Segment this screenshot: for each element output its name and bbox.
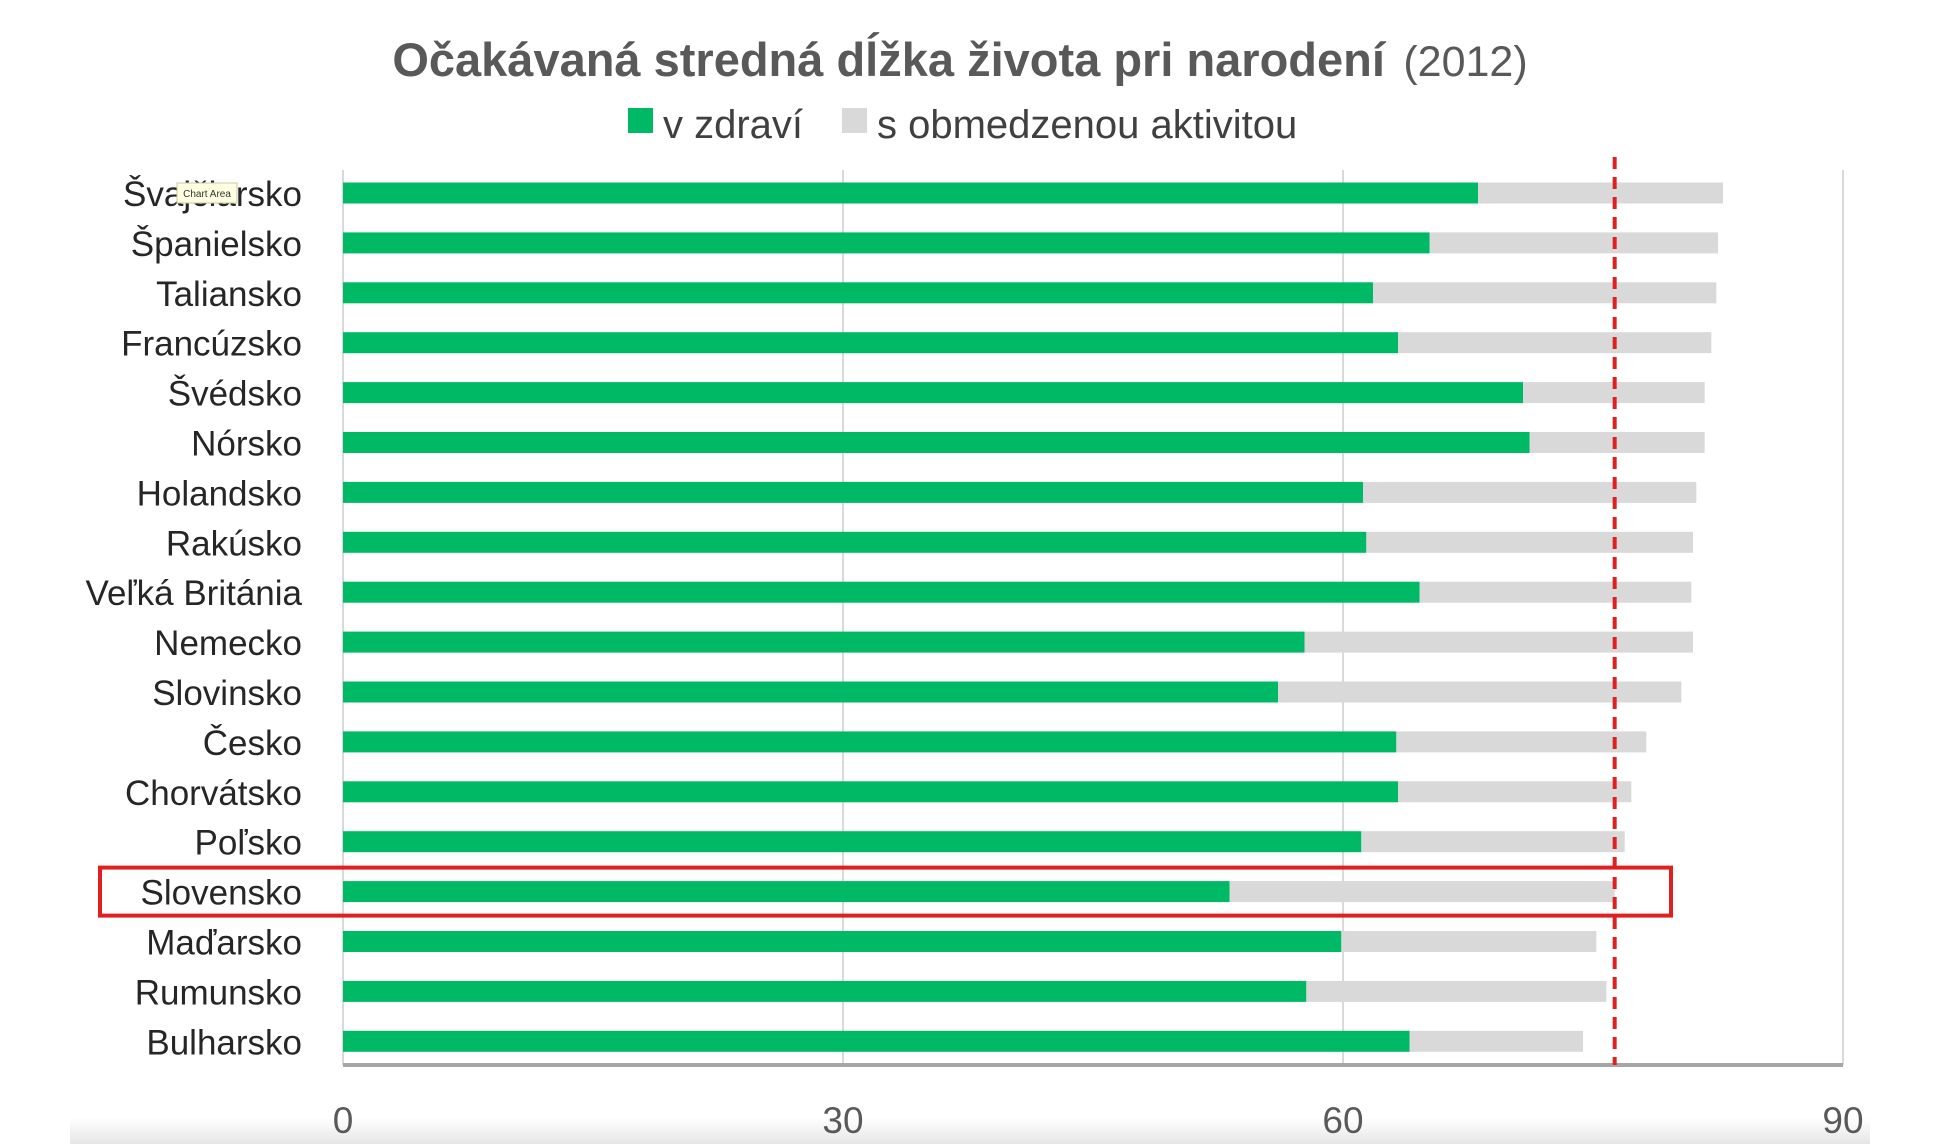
bar-healthy-6 xyxy=(343,481,1363,503)
bar-limited-14 xyxy=(1229,881,1615,903)
x-tick-label-90: 90 xyxy=(1822,1100,1863,1141)
bar-limited-4 xyxy=(1523,382,1705,404)
bar-healthy-3 xyxy=(343,332,1398,354)
category-label-16: Rumunsko xyxy=(135,973,302,1012)
bar-healthy-4 xyxy=(343,382,1523,404)
bar-limited-11 xyxy=(1396,731,1647,753)
svg-text:Chart Area: Chart Area xyxy=(183,189,231,200)
bar-limited-6 xyxy=(1363,481,1697,503)
bar-limited-1 xyxy=(1429,232,1718,254)
legend-swatch-healthy xyxy=(628,108,653,133)
bar-healthy-15 xyxy=(343,931,1342,952)
category-label-6: Holandsko xyxy=(137,474,302,513)
legend-label-healthy: v zdraví xyxy=(663,103,803,147)
bar-healthy-1 xyxy=(343,232,1430,254)
x-tick-label-30: 30 xyxy=(822,1100,863,1141)
bar-limited-16 xyxy=(1306,980,1607,1002)
bar-limited-0 xyxy=(1478,182,1723,204)
category-label-4: Švédsko xyxy=(168,375,302,414)
bar-limited-5 xyxy=(1529,432,1705,453)
category-label-14: Slovensko xyxy=(141,874,302,913)
highlight-box xyxy=(98,865,1673,918)
category-label-5: Nórsko xyxy=(191,425,302,464)
category-label-13: Poľsko xyxy=(195,824,302,863)
x-tick-label-60: 60 xyxy=(1322,1100,1363,1141)
bar-healthy-5 xyxy=(343,432,1530,453)
category-label-10: Slovinsko xyxy=(152,674,302,713)
bar-healthy-9 xyxy=(343,631,1305,653)
bar-limited-15 xyxy=(1341,931,1597,952)
bar-healthy-16 xyxy=(343,980,1307,1002)
category-label-7: Rakúsko xyxy=(166,524,302,563)
bar-healthy-12 xyxy=(343,781,1398,803)
highlight-box-slovensko xyxy=(98,865,1673,918)
x-axis: 0 30 60 90 xyxy=(333,1063,1864,1141)
bar-healthy-0 xyxy=(343,182,1478,204)
chart-bottom-shadow xyxy=(70,1118,1870,1144)
bar-limited-9 xyxy=(1304,631,1693,653)
bars xyxy=(343,182,1723,1052)
bar-limited-2 xyxy=(1373,282,1717,304)
category-label-1: Španielsko xyxy=(131,225,302,264)
bar-limited-13 xyxy=(1361,831,1625,853)
bar-limited-3 xyxy=(1398,332,1712,354)
legend-label-limited: s obmedzenou aktivitou xyxy=(877,103,1297,147)
category-label-15: Maďarsko xyxy=(146,924,302,963)
bar-healthy-17 xyxy=(343,1030,1410,1052)
bar-healthy-8 xyxy=(343,581,1420,603)
category-label-8: Veľká Británia xyxy=(86,574,303,613)
bar-healthy-11 xyxy=(343,731,1397,753)
bar-healthy-14 xyxy=(343,881,1230,903)
category-label-2: Taliansko xyxy=(156,275,302,314)
bar-healthy-10 xyxy=(343,681,1278,703)
category-label-9: Nemecko xyxy=(154,624,302,663)
bar-limited-7 xyxy=(1366,531,1693,553)
x-tick-label-0: 0 xyxy=(333,1100,354,1141)
bar-limited-17 xyxy=(1409,1030,1583,1052)
gridlines xyxy=(342,170,1844,1065)
category-label-3: Francúzsko xyxy=(121,325,302,364)
category-labels: ŠvajčiarskoŠpanielskoTalianskoFrancúzsko… xyxy=(86,175,303,1062)
category-label-17: Bulharsko xyxy=(146,1023,302,1062)
category-label-11: Česko xyxy=(203,724,302,763)
legend: v zdraví s obmedzenou aktivitou xyxy=(628,103,1297,147)
bar-limited-10 xyxy=(1278,681,1682,703)
bar-limited-12 xyxy=(1398,781,1632,803)
bar-healthy-7 xyxy=(343,531,1367,553)
category-label-12: Chorvátsko xyxy=(125,774,302,813)
chart-title: Očakávaná stredná dĺžka života pri narod… xyxy=(392,33,1527,86)
legend-swatch-limited xyxy=(842,108,867,133)
bar-healthy-2 xyxy=(343,282,1373,304)
bar-limited-8 xyxy=(1419,581,1692,603)
bar-healthy-13 xyxy=(343,831,1362,853)
chart-area-tooltip: Chart Area xyxy=(176,182,238,204)
